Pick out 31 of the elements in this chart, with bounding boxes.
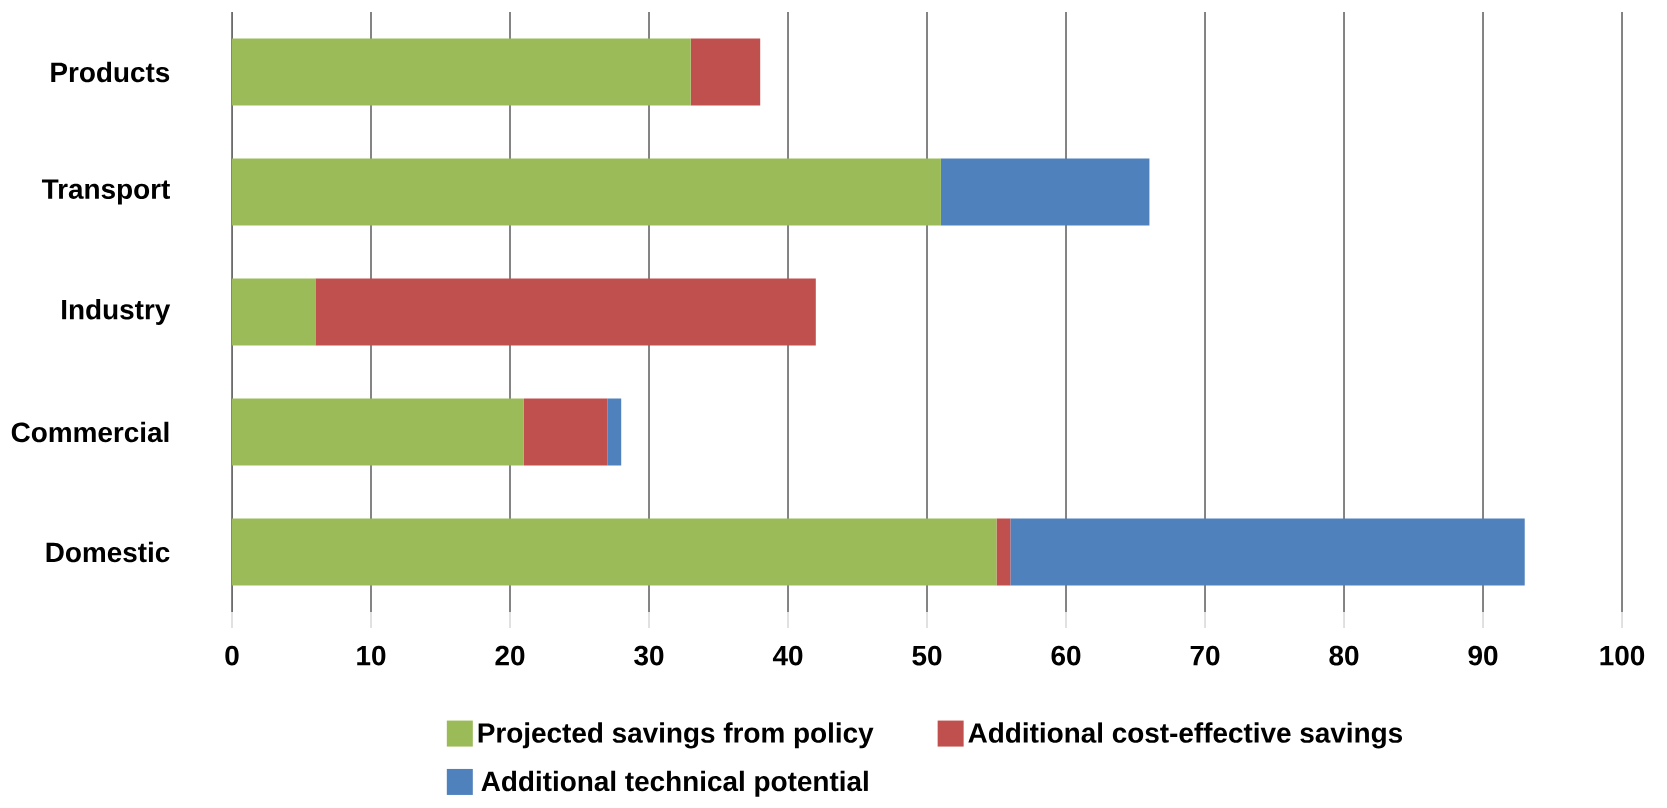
x-tick-label: 70 [1190,645,1220,666]
x-tick-label: 40 [772,645,803,666]
x-tick-label: 50 [912,645,942,666]
x-tick-label: 30 [634,645,664,666]
bar [232,38,691,106]
x-tick-label: 90 [1468,645,1498,666]
x-tick-label: 60 [1051,645,1081,666]
legend-label: Projected savings from policy [478,722,874,749]
bar [690,38,761,106]
x-tick-label: 0 [225,645,239,666]
bar [523,398,608,466]
bar [1010,518,1525,586]
x-tick-label: 100 [1600,645,1645,666]
bar [996,518,1011,586]
y-tick-label: Commercial [11,421,169,443]
bar [232,518,997,586]
y-tick-label: Industry [62,298,171,325]
x-tick-label: 80 [1329,645,1359,666]
bar [232,278,316,346]
x-tick-label: 10 [357,645,386,666]
legend-label: Additional cost-effective savings [968,722,1403,749]
bar [940,158,1150,226]
y-tick-label: Transport [41,179,170,205]
y-tick-label: Domestic [46,541,170,563]
x-tick-label: 20 [495,645,525,666]
bar [607,398,622,466]
y-tick-label: Products [51,61,170,83]
bar [232,398,524,466]
legend-label: Additional technical potential [481,770,868,797]
bar [315,278,816,346]
bar [232,158,941,226]
